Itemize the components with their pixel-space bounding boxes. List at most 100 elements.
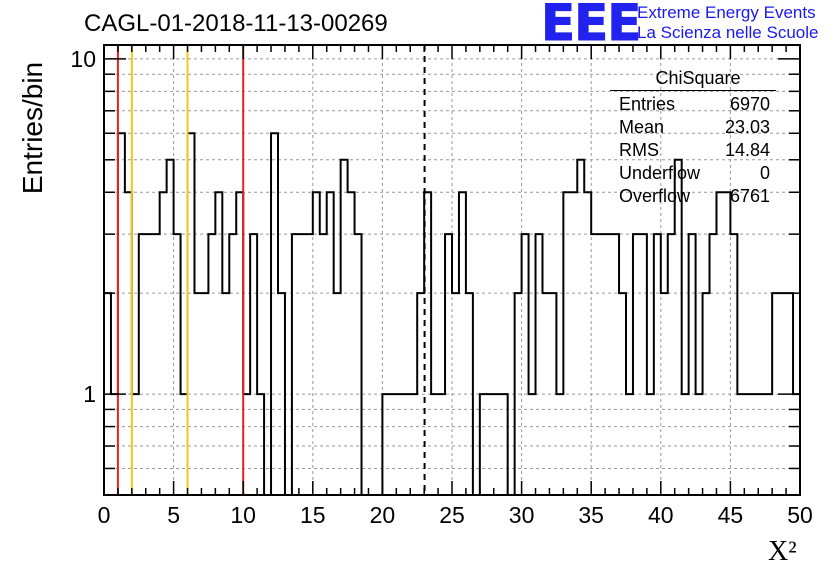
histogram-bin <box>577 160 584 495</box>
histogram-bin <box>807 133 814 495</box>
histogram-bin <box>118 133 125 495</box>
histogram-bin <box>556 394 563 495</box>
x-tick-label: 45 <box>718 502 744 528</box>
histogram-bin <box>515 293 522 495</box>
histogram-bin <box>800 394 807 495</box>
histogram-bin <box>313 192 320 495</box>
y-tick-label: 10 <box>70 46 96 72</box>
histogram-bin <box>271 133 278 495</box>
histogram-bin <box>536 234 543 495</box>
histogram-bin <box>208 234 215 495</box>
histogram-bin <box>584 192 591 495</box>
stats-row-overflow: Overflow 6761 <box>610 185 776 208</box>
histogram-bin <box>222 293 229 495</box>
histogram-bin <box>522 234 529 495</box>
histogram-bin <box>619 293 626 495</box>
histogram-bin <box>765 394 772 495</box>
histogram-bin <box>549 293 556 495</box>
histogram-bin <box>654 234 661 495</box>
stats-value: 6761 <box>729 186 770 206</box>
stats-divider <box>610 90 776 91</box>
histogram-bin <box>459 192 466 495</box>
stats-row-underflow: Underflow 0 <box>610 162 776 185</box>
histogram-bin <box>188 133 195 495</box>
x-tick-label: 35 <box>578 502 604 528</box>
histogram-bin <box>466 293 473 495</box>
histogram-bin <box>605 234 612 495</box>
stats-title: ChiSquare <box>655 68 741 88</box>
histogram-bin <box>633 234 640 495</box>
histogram-bin <box>243 394 250 495</box>
histogram-bin <box>125 192 132 495</box>
histogram-bin <box>160 192 167 495</box>
histogram-bin <box>598 234 605 495</box>
histogram-bin <box>146 234 153 495</box>
histogram-bin <box>744 394 751 495</box>
histogram-bin <box>382 394 389 495</box>
histogram-bin <box>181 394 188 495</box>
histogram-bin <box>737 394 744 495</box>
chart-title: CAGL-01-2018-11-13-00269 <box>84 10 388 37</box>
histogram-bin <box>403 394 410 495</box>
logo-line-1: Extreme Energy Events <box>637 3 816 22</box>
x-tick-label: 20 <box>370 502 396 528</box>
stats-key: RMS <box>619 140 659 160</box>
histogram-bin <box>201 293 208 495</box>
histogram-bin <box>626 394 633 495</box>
histogram-bin <box>174 234 181 495</box>
histogram-bin <box>696 394 703 495</box>
histogram-bin <box>389 394 396 495</box>
histogram-bin <box>710 234 717 495</box>
histogram-bin <box>563 192 570 495</box>
histogram-bin <box>751 394 758 495</box>
stats-value: 23.03 <box>724 117 770 137</box>
stats-key: Mean <box>619 117 665 137</box>
histogram-bin <box>758 394 765 495</box>
x-tick-label: 40 <box>648 502 674 528</box>
histogram-bin <box>410 394 417 495</box>
histogram-bin <box>529 394 536 495</box>
histogram-bin <box>194 293 201 495</box>
x-tick-label: 5 <box>167 502 180 528</box>
histogram-bin <box>167 160 174 495</box>
y-tick-label: 1 <box>83 381 96 407</box>
stats-key: Entries <box>619 94 676 114</box>
histogram-bin <box>334 293 341 495</box>
histogram-bin <box>348 192 355 495</box>
histogram-series <box>104 132 800 495</box>
histogram-bin <box>215 192 222 495</box>
histogram-bin <box>668 234 675 495</box>
histogram-bin <box>257 394 264 495</box>
stats-row-rms: RMS 14.84 <box>610 139 776 162</box>
histogram-bin <box>703 293 710 495</box>
histogram-bin <box>236 192 243 495</box>
histogram-bin <box>480 394 487 495</box>
x-tick-label: 30 <box>509 502 535 528</box>
histogram-bin <box>355 234 362 495</box>
histogram-bin <box>139 234 146 495</box>
histogram-bin <box>292 234 299 495</box>
histogram-bin <box>661 293 668 495</box>
x-axis-label: X² <box>768 536 797 567</box>
histogram-bin <box>730 234 737 495</box>
x-tick-label: 50 <box>787 502 813 528</box>
stats-key: Overflow <box>619 186 691 206</box>
histogram-bin <box>647 394 654 495</box>
logo-line-2: La Scienza nelle Scuole <box>637 23 819 42</box>
histogram-bin <box>682 394 689 495</box>
histogram-bin <box>396 394 403 495</box>
x-tick-label: 15 <box>300 502 326 528</box>
stats-value: 6970 <box>729 94 770 114</box>
histogram-bin <box>828 293 835 495</box>
histogram-bin <box>229 234 236 495</box>
histogram-bin <box>306 234 313 495</box>
histogram-bin <box>612 234 619 495</box>
histogram-bin <box>320 234 327 495</box>
stats-box: ChiSquare Entries 6970 Mean 23.03 RMS 14… <box>610 66 776 208</box>
histogram-bin <box>542 293 549 495</box>
histogram-bin <box>487 394 494 495</box>
histogram-bin <box>570 192 577 495</box>
histogram-bin <box>716 192 723 495</box>
histogram-bin <box>723 192 730 495</box>
